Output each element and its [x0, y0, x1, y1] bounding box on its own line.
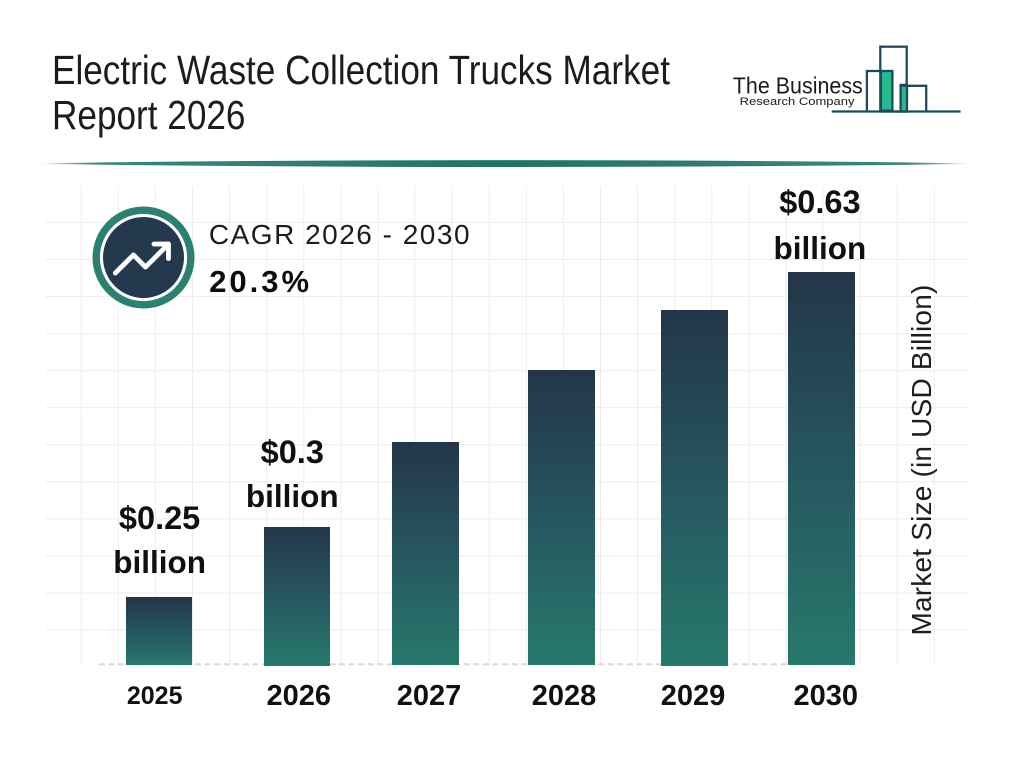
svg-text:Research Company: Research Company	[740, 96, 855, 108]
svg-text:The Business: The Business	[733, 73, 863, 99]
